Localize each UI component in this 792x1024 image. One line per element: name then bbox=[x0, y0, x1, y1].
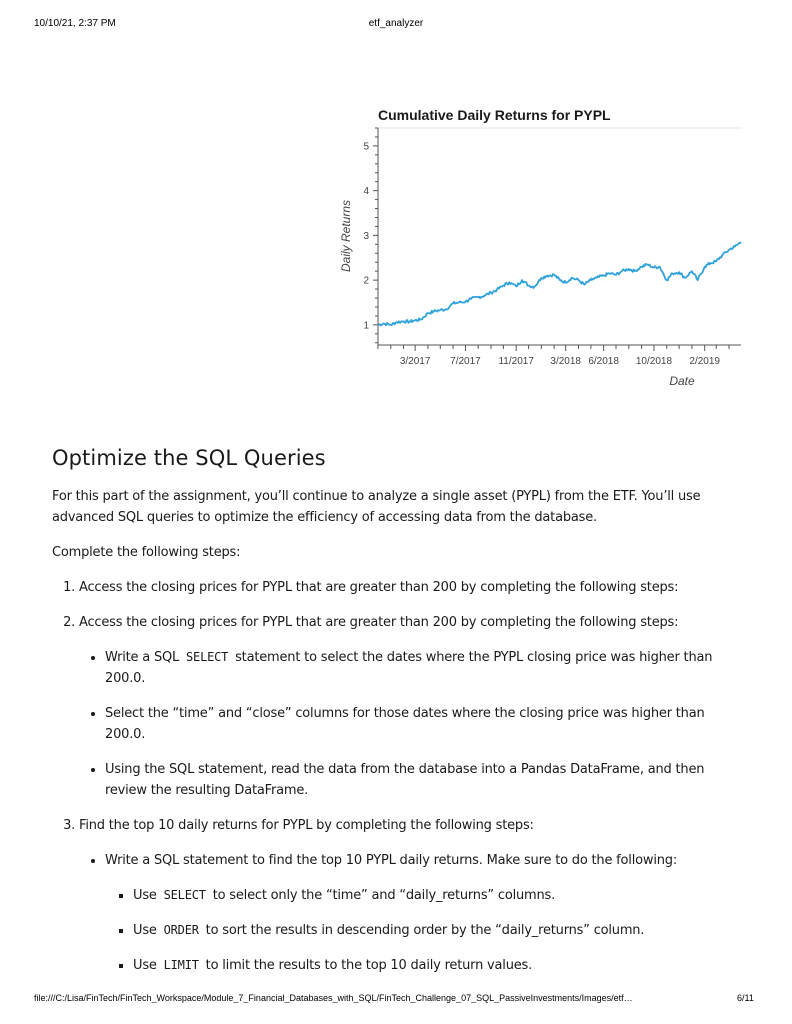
sql-keyword-limit: LIMIT bbox=[163, 958, 199, 972]
sql-keyword-select: SELECT bbox=[186, 650, 229, 664]
chart-title: Cumulative Daily Returns for PYPL bbox=[378, 107, 611, 123]
y-tick-label: 3 bbox=[363, 231, 369, 242]
substep-text: Write a SQL bbox=[105, 650, 184, 665]
substep-text: Use bbox=[133, 958, 161, 973]
step-3-substeps: Write a SQL statement to find the top 10… bbox=[79, 850, 742, 976]
x-tick-label: 3/2017 bbox=[400, 356, 431, 367]
y-tick-label: 2 bbox=[363, 276, 369, 287]
y-tick-label: 1 bbox=[363, 320, 369, 331]
step-2-substep-c: Using the SQL statement, read the data f… bbox=[105, 759, 742, 801]
x-tick-label: 7/2017 bbox=[450, 356, 481, 367]
step-1-text: Access the closing prices for PYPL that … bbox=[79, 580, 679, 595]
step-2-substep-a: Write a SQL SELECT statement to select t… bbox=[105, 647, 742, 689]
step-2-text: Access the closing prices for PYPL that … bbox=[79, 615, 679, 630]
substep-text: Use bbox=[133, 923, 161, 938]
x-tick-label: 6/2018 bbox=[588, 356, 619, 367]
steps-list: Access the closing prices for PYPL that … bbox=[52, 577, 742, 976]
y-axis-label: Daily Returns bbox=[339, 200, 353, 272]
step-2: Access the closing prices for PYPL that … bbox=[79, 612, 742, 801]
print-title: etf_analyzer bbox=[368, 18, 424, 29]
print-file-path: file:///C:/Lisa/FinTech/FinTech_Workspac… bbox=[34, 993, 633, 1003]
substep-text: Using the SQL statement, read the data f… bbox=[105, 762, 705, 798]
x-tick-label: 11/2017 bbox=[498, 356, 534, 367]
step-1: Access the closing prices for PYPL that … bbox=[79, 577, 742, 598]
sql-keyword-select: SELECT bbox=[163, 888, 206, 902]
step-3-subsubstep-2: Use ORDER to sort the results in descend… bbox=[133, 920, 742, 941]
step-2-substep-b: Select the “time” and “close” columns fo… bbox=[105, 703, 742, 745]
pypl-returns-line bbox=[377, 241, 742, 327]
section-heading: Optimize the SQL Queries bbox=[52, 446, 326, 470]
page-number: 6/11 bbox=[737, 993, 754, 1003]
substep-text: to select only the “time” and “daily_ret… bbox=[208, 888, 556, 903]
x-axis: 3/2017 7/2017 11/2017 3/2018 6/2018 10/2018 2/… bbox=[377, 344, 741, 367]
substep-text: Select the “time” and “close” columns fo… bbox=[105, 706, 705, 742]
cumulative-returns-chart: Cumulative Daily Returns for PYPL 12345 … bbox=[339, 107, 742, 388]
substep-text: to sort the results in descending order … bbox=[201, 923, 645, 938]
y-axis: 1 2 3 4 5 bbox=[363, 127, 379, 345]
intro-paragraph: For this part of the assignment, you’ll … bbox=[52, 489, 701, 525]
sql-keyword-order: ORDER bbox=[163, 923, 199, 937]
y-tick-label: 5 bbox=[363, 141, 369, 152]
main-content: Optimize the SQL Queries For this part o… bbox=[52, 446, 742, 990]
substep-text: to limit the results to the top 10 daily… bbox=[201, 958, 533, 973]
y-tick-label: 4 bbox=[363, 186, 369, 197]
steps-intro: Complete the following steps: bbox=[52, 545, 241, 560]
substep-text: Write a SQL statement to find the top 10… bbox=[105, 853, 677, 868]
step-3-substep-a: Write a SQL statement to find the top 10… bbox=[105, 850, 742, 976]
print-datetime: 10/10/21, 2:37 PM bbox=[34, 18, 116, 29]
x-tick-label: 2/2019 bbox=[689, 356, 720, 367]
step-3-subsubstep-3: Use LIMIT to limit the results to the to… bbox=[133, 955, 742, 976]
step-3: Find the top 10 daily returns for PYPL b… bbox=[79, 815, 742, 976]
step-3-subsubsteps: Use SELECT to select only the “time” and… bbox=[105, 885, 742, 976]
substep-text: statement to select the dates where the … bbox=[105, 650, 713, 686]
x-tick-label: 10/2018 bbox=[636, 356, 673, 367]
step-3-subsubstep-1: Use SELECT to select only the “time” and… bbox=[133, 885, 742, 906]
x-axis-label: Date bbox=[669, 374, 695, 388]
step-3-text: Find the top 10 daily returns for PYPL b… bbox=[79, 818, 534, 833]
x-tick-label: 3/2018 bbox=[550, 356, 581, 367]
substep-text: Use bbox=[133, 888, 161, 903]
step-2-substeps: Write a SQL SELECT statement to select t… bbox=[79, 647, 742, 801]
series-layer bbox=[377, 241, 742, 327]
